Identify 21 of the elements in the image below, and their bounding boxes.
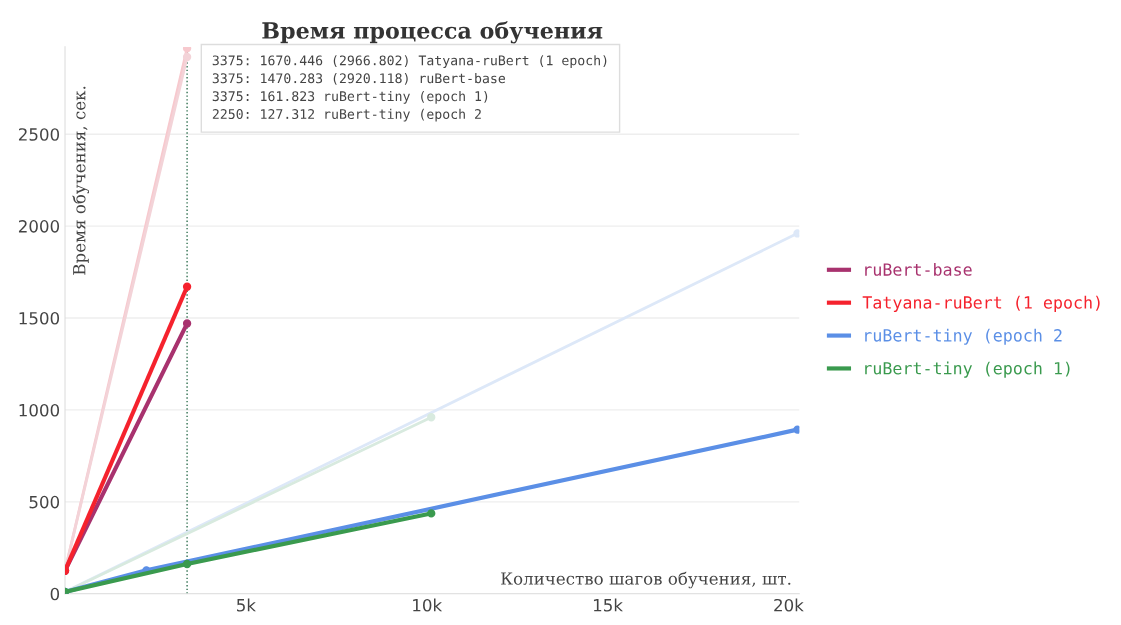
x-tick-label: 15k xyxy=(593,598,623,612)
annotation: 3375: 161.823 ruBert-tiny (epoch 1) xyxy=(212,90,488,104)
y-tick-label: 1000 xyxy=(19,403,60,417)
y-tick-label: 2000 xyxy=(18,220,60,233)
y-axis-title: Время обучения, сек. xyxy=(72,86,89,275)
annotation: 2250: 127.312 ruBert-tiny (epoch 2 xyxy=(212,108,481,122)
y-tick-label: 2500 xyxy=(18,128,60,141)
y-tick-label: 1500 xyxy=(19,311,60,325)
annotation: 3375: 1670.446 (2966.802) Tatyana-ruBert (1 epoch) xyxy=(212,55,607,68)
x-tick-label: 5k xyxy=(237,598,256,612)
legend-label: ruBert-tiny (epoch 1) xyxy=(865,361,1070,378)
legend-label: ruBert-tiny (epoch 2 xyxy=(865,328,1062,345)
x-axis-title: Количество шагов обучения, шт. xyxy=(501,571,791,589)
x-tick-label: 20k xyxy=(774,598,804,612)
legend-label: Tatyana-ruBert (1 epoch) xyxy=(862,295,1100,312)
chart-title: Время процесса обучения xyxy=(262,21,603,44)
annotation: 3375: 1470.283 (2920.118) ruBert-base xyxy=(212,73,506,85)
y-tick-label: 0 xyxy=(50,587,60,601)
y-tick-label: 500 xyxy=(29,495,60,509)
legend-label: ruBert-base xyxy=(865,262,972,276)
x-tick-label: 10k xyxy=(413,598,443,612)
